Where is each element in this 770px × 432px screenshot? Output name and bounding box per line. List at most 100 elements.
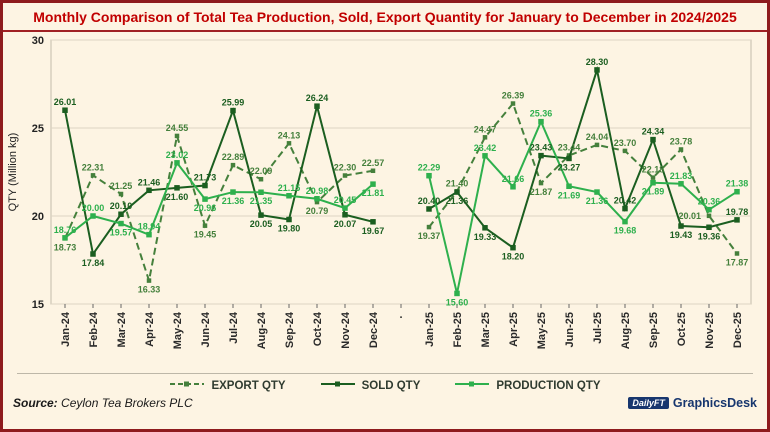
sold-qty-line bbox=[64, 106, 374, 257]
data-point bbox=[594, 189, 600, 195]
data-label: 21.81 bbox=[362, 188, 385, 198]
legend-label-production: PRODUCTION QTY bbox=[496, 379, 601, 392]
x-tick-label: Mar-25 bbox=[480, 312, 492, 347]
footer: Source: Ceylon Tea Brokers PLC DailyFT G… bbox=[3, 394, 767, 415]
data-point bbox=[202, 223, 208, 229]
y-tick-label: 30 bbox=[32, 35, 44, 47]
data-label: 17.87 bbox=[726, 258, 749, 268]
data-label: 25.99 bbox=[222, 98, 245, 108]
data-point bbox=[650, 136, 656, 143]
x-tick-label: Jan-24 bbox=[60, 311, 72, 347]
production-qty-swatch-graphic bbox=[455, 381, 490, 387]
data-point bbox=[370, 219, 376, 225]
data-point bbox=[678, 147, 684, 152]
data-point bbox=[146, 278, 152, 283]
data-label: 21.46 bbox=[138, 177, 161, 187]
data-label: 21.25 bbox=[110, 181, 133, 191]
x-tick-label: Apr-25 bbox=[508, 312, 520, 347]
data-label: 19.37 bbox=[418, 231, 441, 241]
data-label: 22.18 bbox=[642, 165, 665, 175]
x-tick-label: Feb-25 bbox=[452, 312, 464, 347]
x-tick-label: Dec-24 bbox=[368, 311, 380, 348]
data-point bbox=[426, 224, 432, 230]
data-point bbox=[482, 225, 488, 231]
data-label: 19.43 bbox=[670, 230, 693, 240]
data-point bbox=[230, 107, 236, 114]
data-label: 22.09 bbox=[250, 166, 273, 176]
data-point bbox=[370, 168, 376, 174]
data-point bbox=[594, 142, 600, 148]
data-point bbox=[426, 173, 432, 179]
data-point bbox=[622, 148, 628, 154]
x-tick-label: Dec-25 bbox=[732, 312, 744, 348]
data-label: 21.36 bbox=[222, 196, 245, 206]
data-label: 21.35 bbox=[250, 196, 273, 206]
data-label: 20.42 bbox=[614, 196, 637, 206]
data-point bbox=[286, 141, 292, 146]
data-label: 19.57 bbox=[110, 228, 133, 238]
data-point bbox=[566, 155, 572, 162]
data-point bbox=[510, 184, 516, 190]
data-point bbox=[90, 251, 96, 257]
source-value: Ceylon Tea Brokers PLC bbox=[61, 396, 193, 411]
data-label: 21.69 bbox=[558, 190, 581, 200]
data-point bbox=[706, 207, 712, 213]
data-point bbox=[90, 173, 96, 178]
export-qty-swatch-graphic bbox=[170, 381, 205, 387]
data-label: 20.07 bbox=[334, 219, 357, 229]
data-label: 18.20 bbox=[502, 252, 525, 262]
data-point bbox=[426, 206, 432, 212]
data-point bbox=[370, 181, 376, 187]
data-label: 24.55 bbox=[166, 123, 189, 133]
legend-label-export: EXPORT QTY bbox=[211, 379, 286, 392]
x-tick-label: Aug-25 bbox=[620, 312, 632, 349]
x-tick-label: Mar-24 bbox=[116, 311, 128, 347]
data-point bbox=[174, 160, 180, 166]
x-tick-label: May-24 bbox=[172, 311, 184, 349]
data-label: 21.38 bbox=[726, 179, 749, 189]
source-line: Source: Ceylon Tea Brokers PLC bbox=[13, 396, 193, 410]
year-gap-separator: . bbox=[399, 309, 402, 321]
x-tick-label: May-25 bbox=[536, 312, 548, 349]
x-tick-label: Nov-24 bbox=[340, 311, 352, 349]
x-tick-label: Sep-25 bbox=[648, 312, 660, 348]
data-label: 24.34 bbox=[642, 127, 665, 137]
data-point bbox=[314, 199, 320, 205]
data-label: 20.96 bbox=[194, 203, 217, 213]
data-point bbox=[118, 220, 124, 227]
data-label: 19.80 bbox=[278, 224, 301, 234]
x-tick-label: Feb-24 bbox=[88, 311, 100, 347]
data-point bbox=[622, 218, 628, 225]
x-tick-label: Jan-25 bbox=[424, 312, 436, 347]
chart-area: 30 25 20 15 QTY (Million kg) Jan-24 Feb-24 Mar-… bbox=[3, 32, 767, 373]
data-label: 21.73 bbox=[194, 173, 217, 183]
x-tick-label: Nov-25 bbox=[704, 312, 716, 349]
data-label: 17.84 bbox=[82, 258, 105, 268]
sold-qty-swatch-graphic bbox=[320, 381, 355, 387]
data-label: 19.36 bbox=[698, 231, 721, 241]
data-label: 21.36 bbox=[586, 196, 609, 206]
data-label: 18.76 bbox=[54, 225, 77, 235]
y-tick-label: 15 bbox=[32, 299, 44, 311]
data-point bbox=[118, 211, 124, 218]
data-point bbox=[510, 245, 516, 251]
data-point bbox=[146, 231, 152, 238]
data-point bbox=[734, 217, 740, 223]
x-tick-label: Jul-24 bbox=[228, 311, 240, 344]
data-label: 24.13 bbox=[278, 130, 301, 140]
tea-line-chart: 30 25 20 15 QTY (Million kg) Jan-24 Feb-24 Mar-… bbox=[7, 35, 752, 349]
data-label: 16.33 bbox=[138, 285, 161, 295]
data-label: 20.40 bbox=[418, 196, 441, 206]
data-point bbox=[230, 189, 236, 195]
data-label: 21.40 bbox=[446, 178, 469, 188]
data-label: 21.83 bbox=[670, 171, 693, 181]
data-label: 23.70 bbox=[614, 138, 637, 148]
data-label: 19.33 bbox=[474, 232, 497, 242]
data-point bbox=[650, 175, 656, 180]
data-label: 24.47 bbox=[474, 124, 497, 134]
data-label: 26.24 bbox=[306, 93, 329, 103]
data-point bbox=[342, 173, 348, 178]
data-point bbox=[482, 153, 488, 159]
data-label: 21.15 bbox=[278, 183, 301, 193]
